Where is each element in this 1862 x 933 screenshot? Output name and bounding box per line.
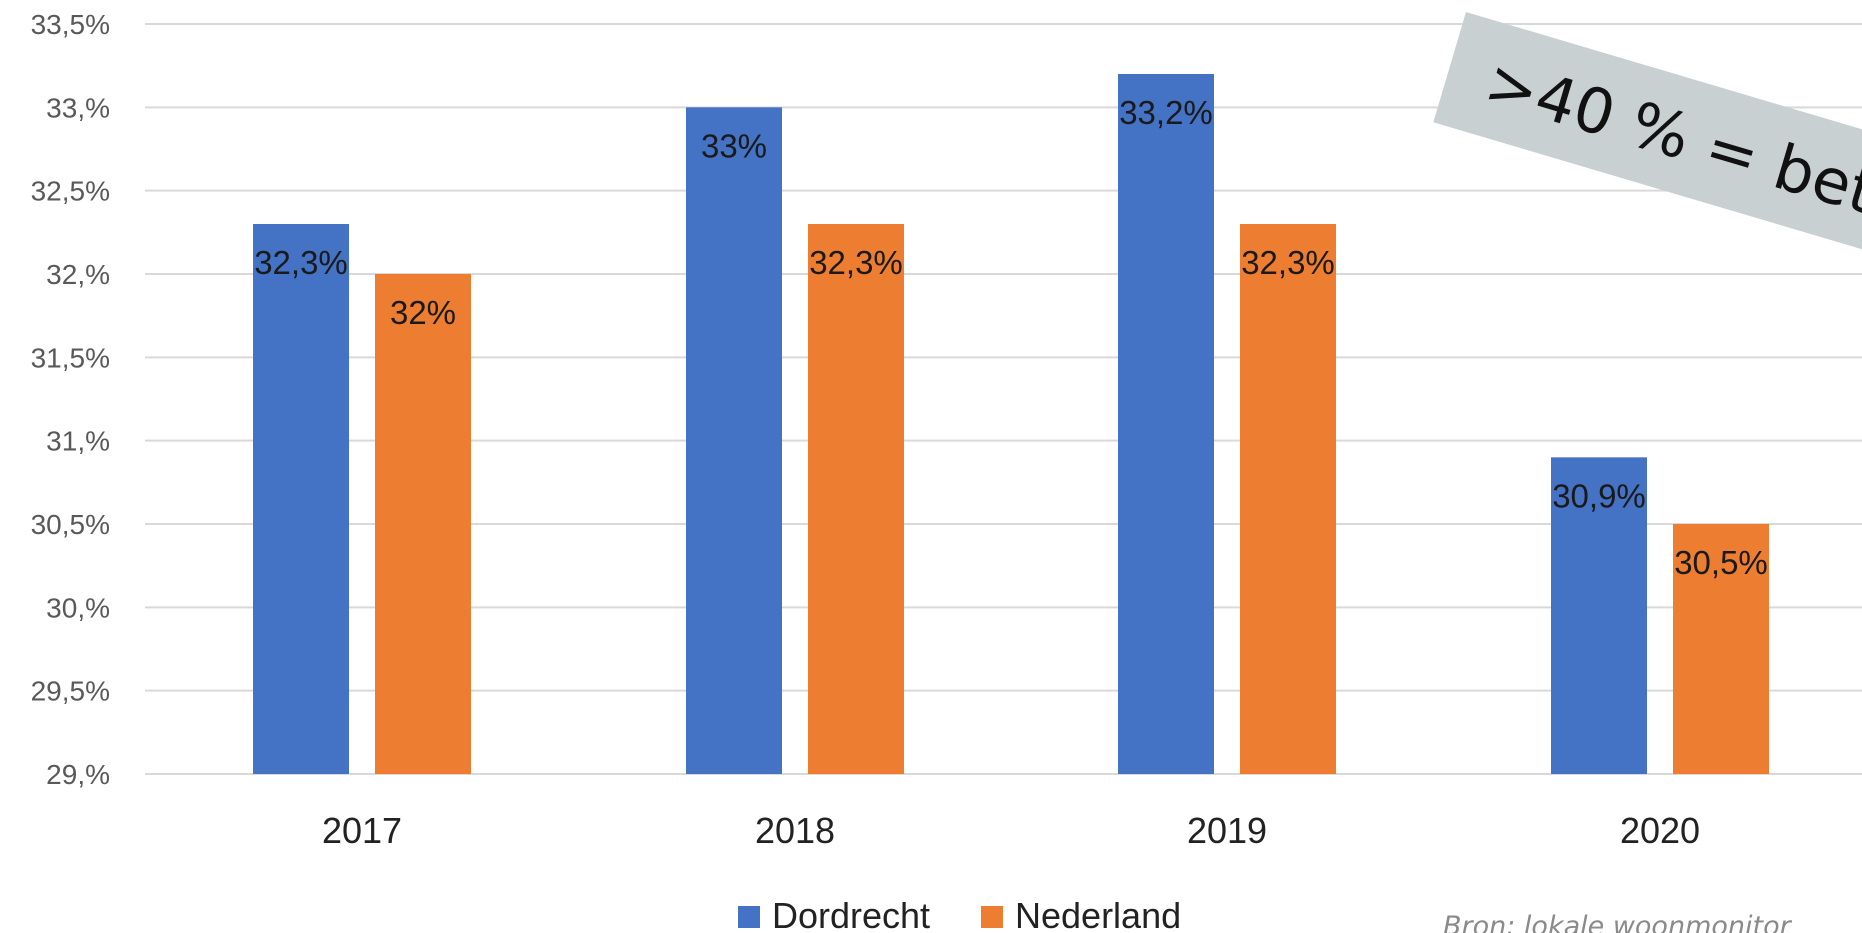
y-tick-label: 33,5% [31,9,110,40]
y-tick-label: 29,5% [31,676,110,707]
data-labels: 32,3% 32% 33% 32,3% 33,2% 32,3% 30,9% 30,5% [254,94,1768,581]
y-tick-label: 31,5% [31,342,110,373]
x-tick-label: 2017 [322,810,402,851]
y-tick-label: 30,5% [31,509,110,540]
y-tick-label: 31,% [46,426,110,457]
x-tick-label: 2018 [755,810,835,851]
data-label-nederland-2020: 30,5% [1674,544,1768,581]
y-axis-tick-labels: 29,% 29,5% 30,% 30,5% 31,% 31,5% 32,% 32,5% 33,%… [31,9,110,790]
source-note: Bron: lokale woonmonitor [1443,911,1793,933]
data-label-nederland-2018: 32,3% [809,244,903,281]
data-label-nederland-2017: 32% [390,294,456,331]
data-label-dordrecht-2018: 33% [701,127,767,164]
annotation-banner-bg [1433,12,1862,322]
bar-nederland-2018 [808,224,904,774]
legend: Dordrecht Nederland [738,895,1181,933]
bar-dordrecht-2017 [253,224,349,774]
data-label-dordrecht-2020: 30,9% [1552,477,1646,514]
legend-label-dordrecht: Dordrecht [772,895,930,933]
y-tick-label: 33,% [46,92,110,123]
data-label-dordrecht-2019: 33,2% [1119,94,1213,131]
y-tick-label: 30,% [46,592,110,623]
bar-dordrecht-2020 [1551,457,1647,774]
x-axis-tick-labels: 2017 2018 2019 2020 [322,810,1700,851]
x-tick-label: 2020 [1620,810,1700,851]
bars [253,74,1769,775]
legend-swatch-nederland [981,906,1003,928]
y-tick-label: 32,5% [31,176,110,207]
y-tick-label: 29,% [46,759,110,790]
bar-dordrecht-2018 [686,107,782,775]
legend-swatch-dordrecht [738,906,760,928]
y-tick-label: 32,% [46,259,110,290]
bar-nederland-2019 [1240,224,1336,774]
bar-nederland-2020 [1673,524,1769,774]
x-tick-label: 2019 [1187,810,1267,851]
legend-label-nederland: Nederland [1015,895,1181,933]
bar-nederland-2017 [375,274,471,774]
data-label-dordrecht-2017: 32,3% [254,244,348,281]
bar-dordrecht-2019 [1118,74,1214,774]
data-label-nederland-2019: 32,3% [1241,244,1335,281]
